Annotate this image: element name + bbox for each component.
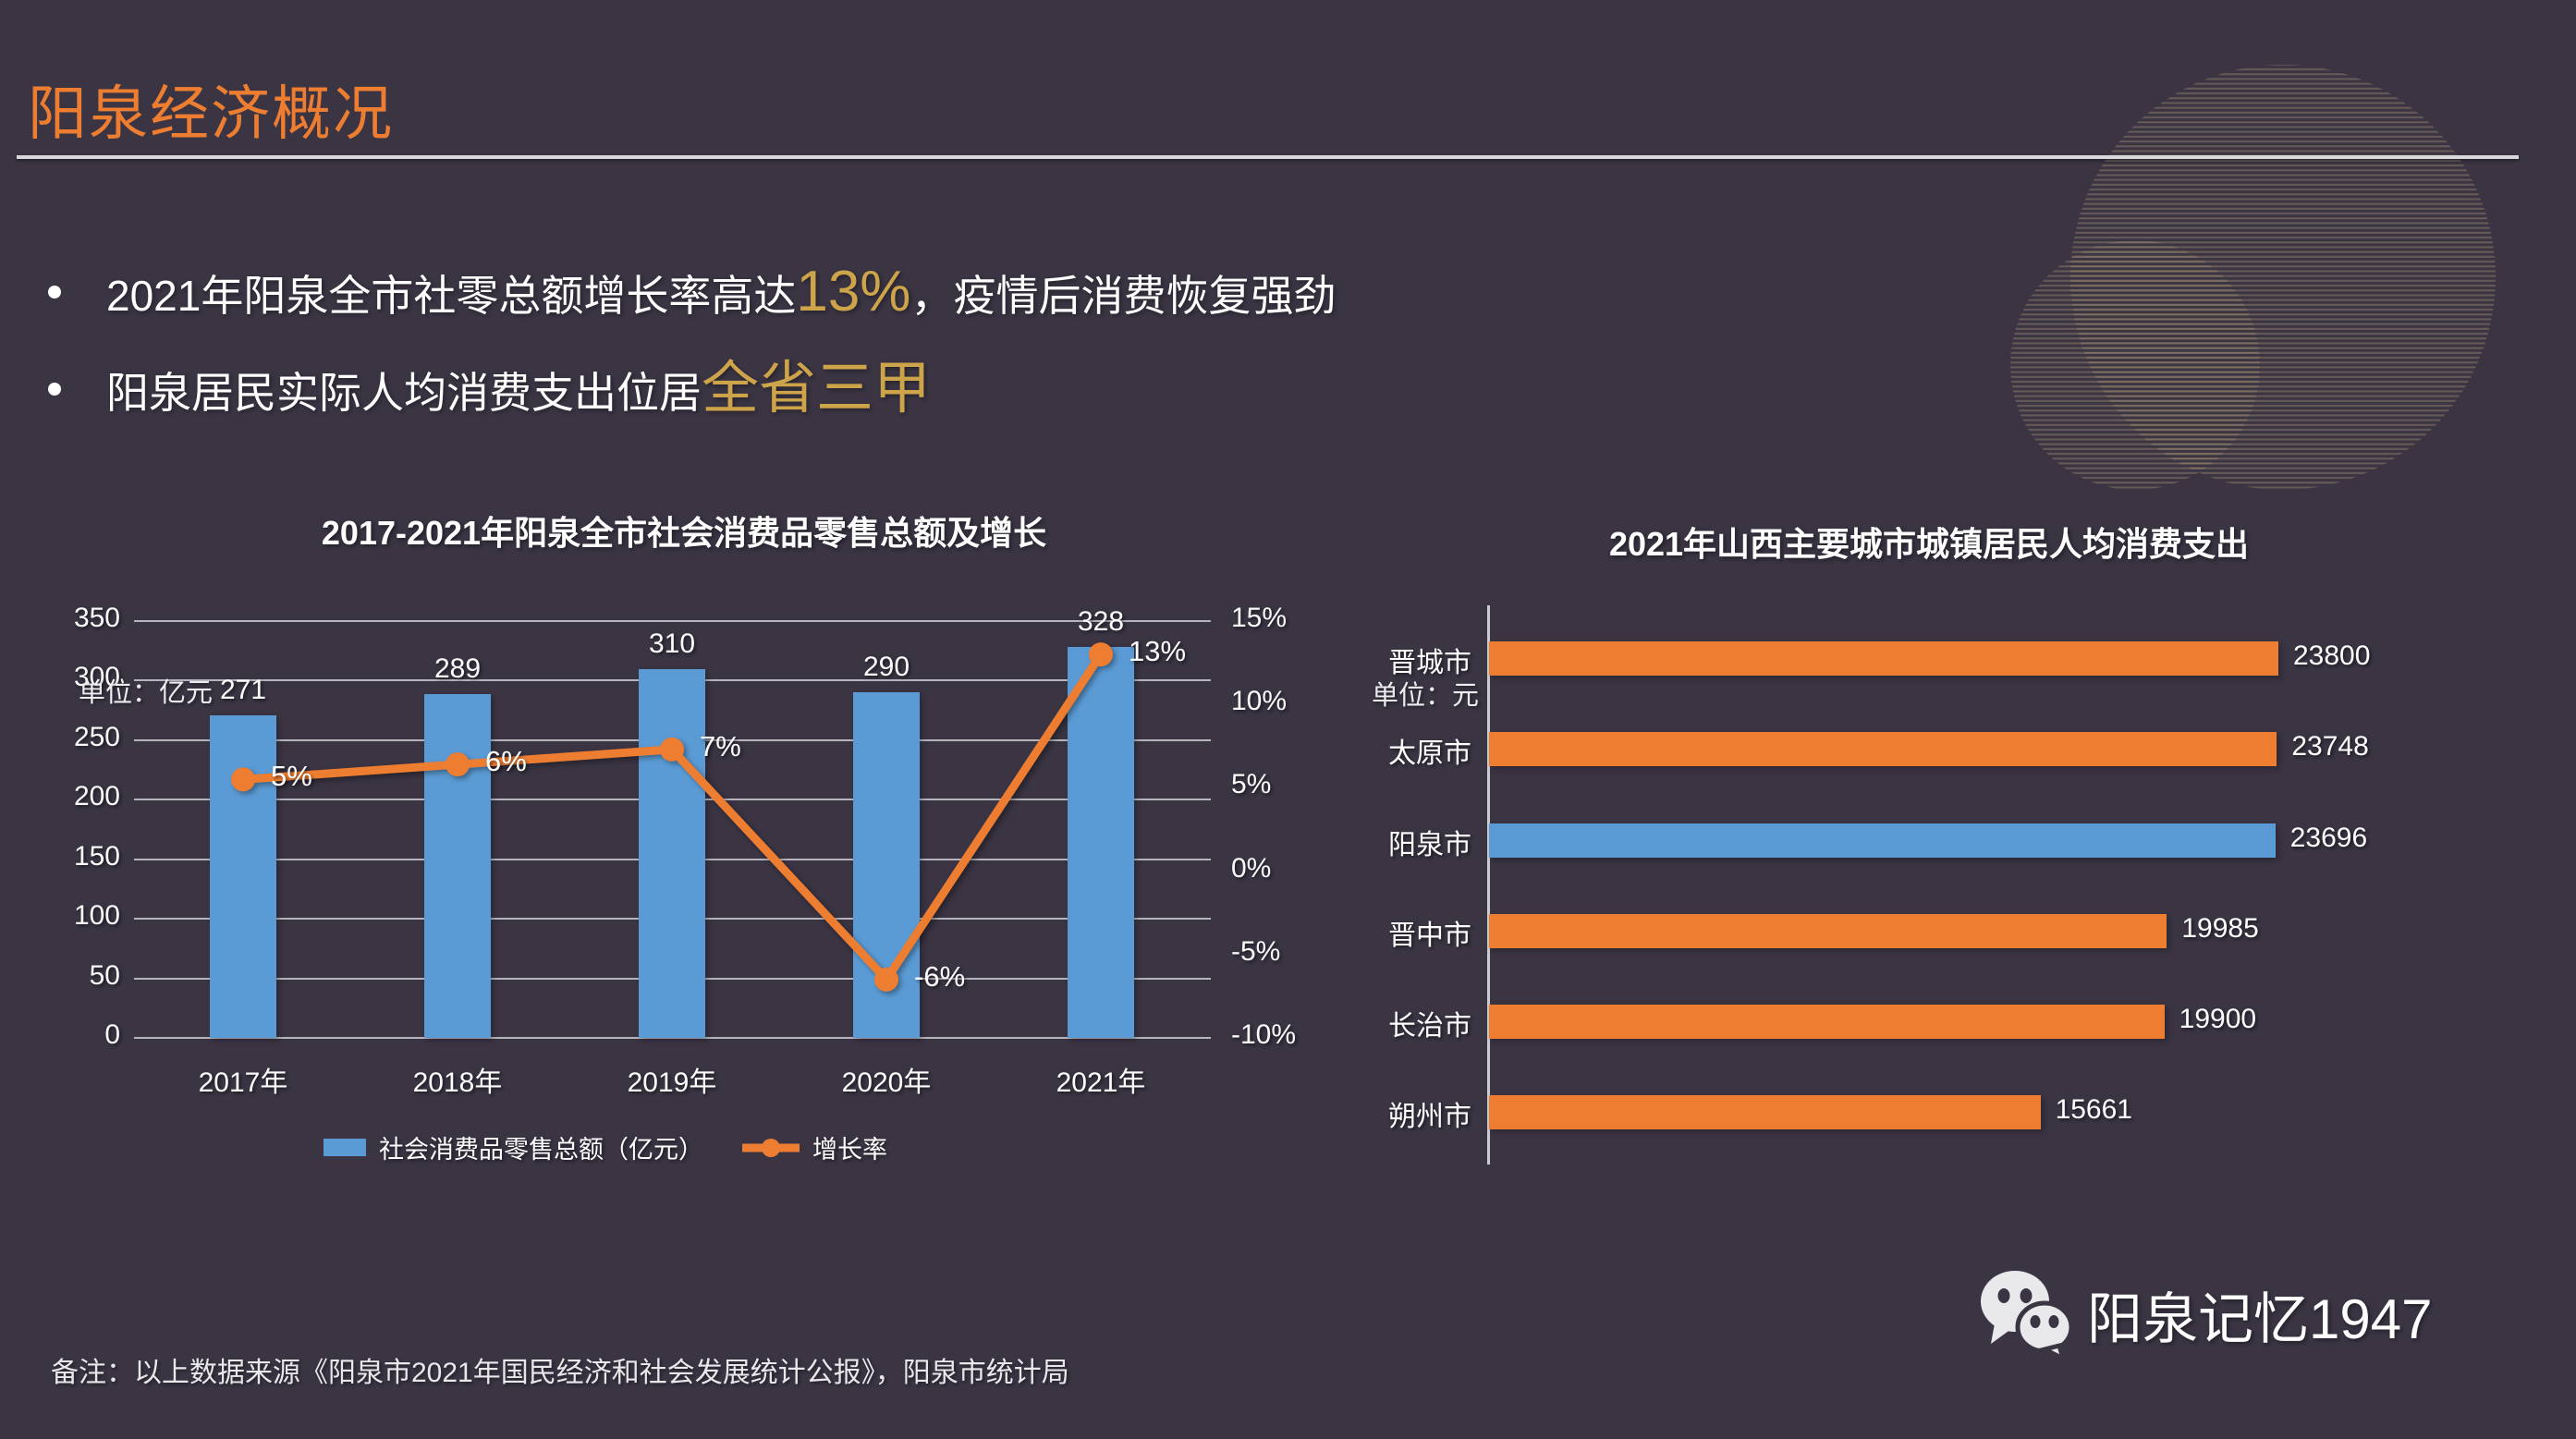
city-bar bbox=[1489, 823, 2276, 858]
growth-value-label: 7% bbox=[700, 729, 741, 762]
right-axis-tick: 0% bbox=[1231, 852, 1272, 884]
city-bar bbox=[1489, 1004, 2165, 1039]
growth-marker bbox=[231, 767, 255, 792]
left-axis-tick: 50 bbox=[89, 959, 120, 991]
city-value-label: 19900 bbox=[2179, 1004, 2257, 1034]
right-axis-tick: 15% bbox=[1231, 603, 1288, 633]
category-label: 2020年 bbox=[841, 1067, 932, 1098]
category-label: 2017年 bbox=[198, 1067, 288, 1098]
bullet-1-text: 2021年阳泉全市社零总额增长率高达 bbox=[106, 272, 797, 320]
category-label: 2018年 bbox=[412, 1067, 503, 1098]
bar-value-label: 271 bbox=[219, 674, 267, 705]
growth-value-label: 6% bbox=[485, 745, 527, 778]
left-axis-tick: 350 bbox=[73, 603, 120, 633]
legend-line-marker bbox=[742, 1138, 800, 1157]
left-axis-tick: 200 bbox=[73, 781, 120, 812]
wechat-account-name: 阳泉记忆1947 bbox=[2087, 1287, 2433, 1350]
city-bar bbox=[1489, 913, 2167, 948]
city-bar bbox=[1489, 731, 2277, 766]
growth-marker bbox=[874, 967, 898, 992]
left-chart-gridline bbox=[134, 1037, 1211, 1039]
city-label: 长治市 bbox=[1388, 1011, 1471, 1042]
growth-line bbox=[231, 642, 1113, 992]
left-chart-title: 2017-2021年阳泉全市社会消费品零售总额及增长 bbox=[321, 514, 1047, 552]
category-label: 2021年 bbox=[1056, 1067, 1146, 1098]
growth-marker bbox=[660, 737, 684, 762]
growth-value-label: -6% bbox=[914, 959, 966, 993]
page-title: 阳泉经济概况 bbox=[28, 80, 394, 147]
retail-bar bbox=[1068, 647, 1134, 1038]
bullet-dot bbox=[48, 383, 61, 396]
bullet-item-1: 2021年阳泉全市社零总额增长率高达13%，疫情后消费恢复强劲 bbox=[106, 262, 1336, 326]
chart-legend: 社会消费品零售总额（亿元） 增长率 bbox=[0, 1129, 1211, 1165]
bullet-1-highlight: 13% bbox=[796, 260, 911, 323]
left-axis-tick: 0 bbox=[104, 1019, 120, 1050]
city-value-label: 19985 bbox=[2181, 913, 2259, 944]
city-value-label: 23800 bbox=[2293, 640, 2371, 671]
bullet-item-2: 阳泉居民实际人均消费支出位居全省三甲 bbox=[106, 359, 931, 423]
right-chart-unit-label: 单位：元 bbox=[1371, 681, 1479, 711]
right-chart-axis bbox=[1487, 605, 1490, 1165]
retail-bar bbox=[639, 668, 705, 1038]
category-label: 2019年 bbox=[627, 1067, 717, 1098]
growth-value-label: 13% bbox=[1129, 635, 1187, 668]
bullet-dot bbox=[48, 286, 61, 299]
title-underline bbox=[17, 155, 2519, 159]
left-chart-unit-label: 单位：亿元 bbox=[79, 678, 214, 708]
wechat-icon bbox=[1981, 1271, 2074, 1360]
left-chart-gridline bbox=[134, 620, 1211, 622]
right-axis-tick: 10% bbox=[1231, 686, 1288, 717]
legend-line-label: 增长率 bbox=[812, 1136, 887, 1164]
footer-note: 备注：以上数据来源《阳泉市2021年国民经济和社会发展统计公报》，阳泉市统计局 bbox=[51, 1358, 1069, 1388]
left-axis-tick: 100 bbox=[73, 900, 120, 932]
legend-bar-label: 社会消费品零售总额（亿元） bbox=[379, 1136, 703, 1164]
city-value-label: 23748 bbox=[2291, 731, 2369, 762]
bullet-2-highlight: 全省三甲 bbox=[702, 357, 932, 421]
city-label: 晋中市 bbox=[1388, 921, 1471, 951]
city-label: 阳泉市 bbox=[1388, 830, 1471, 860]
city-value-label: 15661 bbox=[2055, 1094, 2132, 1125]
city-value-label: 23696 bbox=[2289, 823, 2368, 853]
bar-value-label: 290 bbox=[862, 652, 910, 683]
growth-value-label: 5% bbox=[271, 760, 312, 793]
city-label: 太原市 bbox=[1388, 738, 1471, 769]
bar-value-label: 310 bbox=[648, 628, 696, 659]
right-axis-tick: -10% bbox=[1231, 1019, 1297, 1050]
left-axis-tick: 150 bbox=[73, 840, 120, 872]
retail-bar bbox=[424, 693, 491, 1038]
bullet-2-text: 阳泉居民实际人均消费支出位居 bbox=[106, 369, 702, 417]
growth-marker bbox=[1089, 642, 1113, 667]
wechat-badge: 阳泉记忆1947 bbox=[1978, 1268, 2432, 1360]
decorative-striped-circles bbox=[2010, 65, 2496, 490]
city-label: 晋城市 bbox=[1388, 648, 1471, 678]
legend-bar-swatch bbox=[324, 1139, 366, 1156]
bar-value-label: 289 bbox=[433, 652, 482, 684]
left-axis-tick: 300 bbox=[73, 662, 120, 693]
bullet-1-text-tail: ，疫情后消费恢复强劲 bbox=[910, 272, 1337, 320]
city-bar bbox=[1489, 640, 2278, 676]
right-chart-title: 2021年山西主要城市城镇居民人均消费支出 bbox=[1608, 525, 2250, 563]
left-axis-tick: 250 bbox=[73, 721, 120, 752]
right-axis-tick: 5% bbox=[1231, 769, 1272, 800]
right-axis-tick: -5% bbox=[1231, 935, 1281, 967]
growth-marker bbox=[446, 752, 470, 777]
city-label: 朔州市 bbox=[1388, 1102, 1471, 1132]
bar-value-label: 328 bbox=[1077, 606, 1125, 638]
city-bar bbox=[1489, 1094, 2041, 1129]
